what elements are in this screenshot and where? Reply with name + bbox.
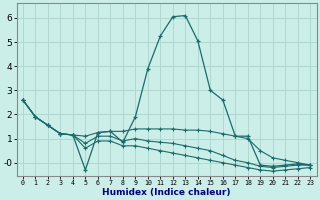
X-axis label: Humidex (Indice chaleur): Humidex (Indice chaleur) — [102, 188, 231, 197]
